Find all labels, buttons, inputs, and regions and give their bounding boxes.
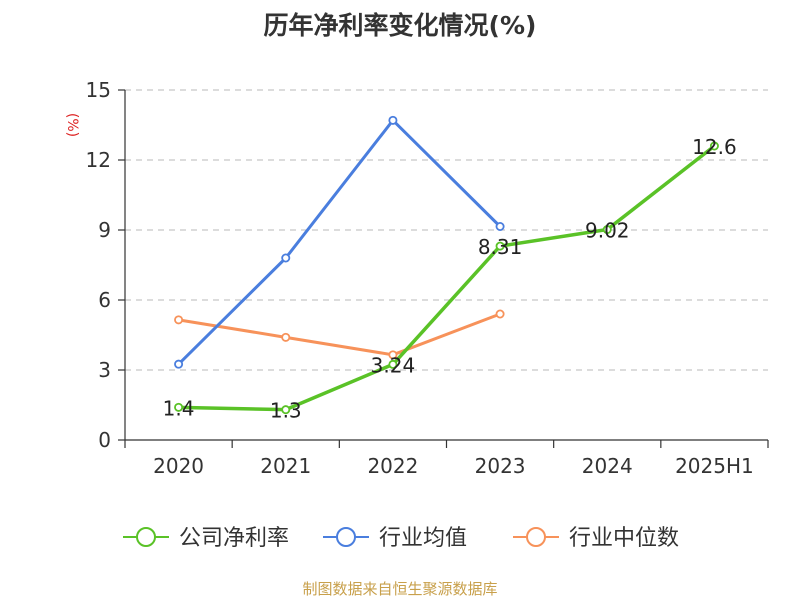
data-point: [388, 115, 398, 125]
grid-lines: [125, 89, 768, 371]
legend-label: 公司净利率: [179, 526, 289, 551]
chart-title: 历年净利率变化情况(%): [263, 11, 537, 40]
axes: 0 3 6 9 12 15 2020 2021 2022 2023 2024 2025H1 (%): [64, 78, 769, 478]
y-tick-label: 9: [98, 218, 111, 242]
series-line: [178, 312, 501, 357]
data-labels: 1.4 1.3 3.24 8.31 9.02 12.6: [163, 135, 737, 423]
data-point: [281, 332, 291, 342]
y-tick-label: 6: [98, 288, 111, 312]
legend-circle-icon: [526, 527, 546, 547]
data-point: [495, 221, 505, 231]
series-lines: [174, 115, 719, 415]
data-point: [495, 309, 505, 319]
y-tick-label: 3: [98, 358, 111, 382]
data-point: [602, 225, 612, 235]
x-tick-label: 2024: [582, 454, 633, 478]
x-tick-label: 2020: [153, 454, 204, 478]
legend: 公司净利率 行业均值 行业中位数: [123, 526, 679, 551]
data-point: [174, 315, 184, 325]
y-tick-label: 15: [86, 78, 111, 102]
y-tick-label: 0: [98, 428, 111, 452]
data-point: [281, 405, 291, 415]
x-tick-label: 2021: [260, 454, 311, 478]
x-tick-label: 2022: [367, 454, 418, 478]
data-point: [388, 359, 398, 369]
data-point: [709, 141, 719, 151]
data-label: 9.02: [585, 219, 630, 243]
series-line: [178, 144, 716, 412]
data-label: 3.24: [371, 353, 416, 377]
legend-circle-icon: [336, 527, 356, 547]
data-label: 1.4: [163, 396, 195, 420]
series-line: [177, 118, 502, 366]
data-point: [174, 359, 184, 369]
y-axis-unit-label: (%): [64, 113, 80, 137]
data-point: [281, 253, 291, 263]
data-point: [174, 402, 184, 412]
legend-label: 行业均值: [379, 526, 467, 551]
legend-item[interactable]: 公司净利率: [123, 526, 289, 551]
data-point: [495, 241, 505, 251]
legend-item[interactable]: 行业均值: [323, 526, 467, 551]
legend-item[interactable]: 行业中位数: [513, 526, 679, 551]
x-tick-label: 2025H1: [675, 454, 754, 478]
x-tick-label: 2023: [475, 454, 526, 478]
y-tick-label: 12: [86, 148, 111, 172]
data-label: 12.6: [692, 135, 737, 159]
data-point: [388, 350, 398, 360]
data-label: 8.31: [478, 235, 523, 259]
data-label: 1.3: [270, 399, 302, 423]
source-note: 制图数据来自恒生聚源数据库: [302, 580, 498, 598]
legend-label: 行业中位数: [569, 526, 679, 551]
legend-circle-icon: [136, 527, 156, 547]
